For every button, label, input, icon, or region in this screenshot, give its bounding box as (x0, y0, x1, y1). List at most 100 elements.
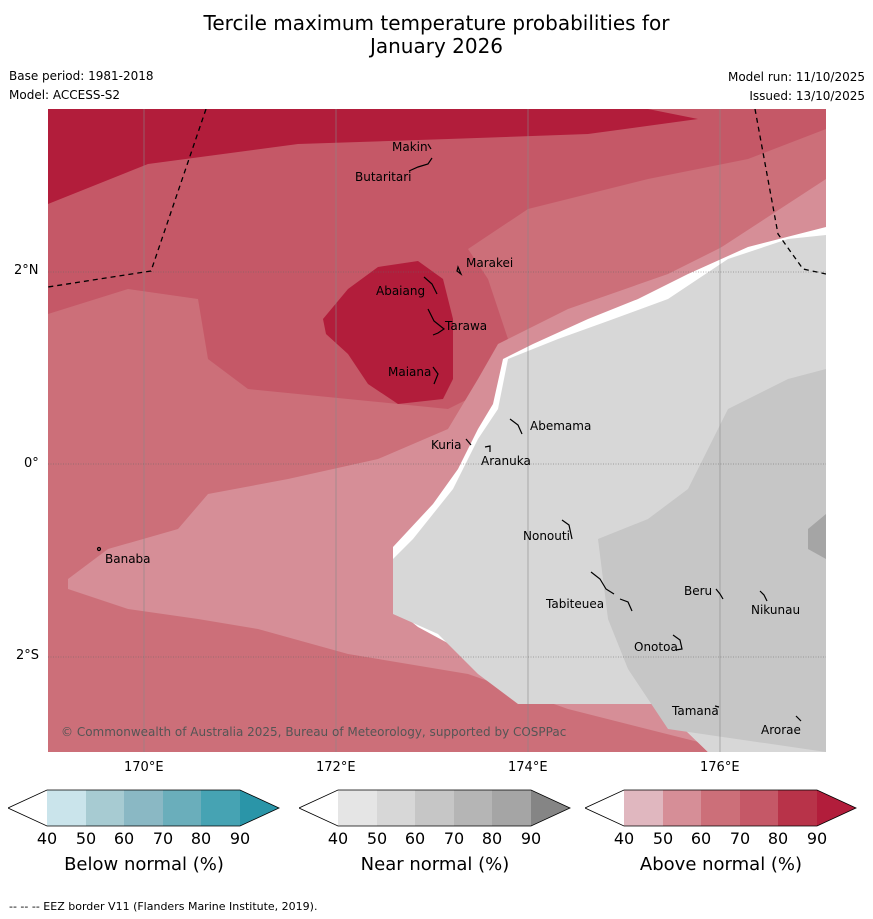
cbar-below-tick-50: 50 (75, 829, 97, 848)
copyright-notice: © Commonwealth of Australia 2025, Bureau… (61, 725, 566, 739)
lat-label-2s: 2°S (16, 648, 40, 663)
cbar-above-seg-1 (624, 790, 663, 826)
island-nonouti (561, 519, 573, 540)
label-abemama: Abemama (530, 419, 591, 433)
cbar-above-seg-4 (740, 790, 778, 826)
cbar-above-tick-70: 70 (729, 829, 751, 848)
colorbar-above-label: Above normal (%) (639, 854, 803, 875)
cbar-near-tick-50: 50 (366, 829, 388, 848)
eez-footnote: -- -- -- EEZ border V11 (Flanders Marine… (9, 900, 318, 913)
place-labels: Makin Butaritari Marakei Abaiang Tarawa … (105, 140, 801, 737)
above-70-80-region (48, 109, 826, 409)
cbar-below-tick-60: 60 (113, 829, 135, 848)
island-arorae (795, 715, 802, 722)
island-abemama (509, 418, 523, 435)
island-tabiteuea-south (619, 598, 633, 612)
island-beru (715, 588, 724, 600)
island-marakei (456, 265, 463, 276)
cbar-above-seg-0 (585, 790, 624, 826)
label-nonouti: Nonouti (523, 529, 570, 543)
island-onotoa (672, 634, 683, 651)
island-butaritari (408, 157, 433, 172)
map-svg: Makin Butaritari Marakei Abaiang Tarawa … (48, 109, 826, 752)
cbar-near-seg-2 (377, 790, 415, 826)
cbar-above-seg-6 (817, 790, 856, 826)
island-tarawa (427, 308, 446, 336)
island-nikunau (759, 590, 768, 602)
colorbar-below (7, 789, 282, 831)
label-aranuka: Aranuka (481, 454, 531, 468)
islands (96, 143, 802, 722)
label-tarawa: Tarawa (444, 319, 487, 333)
cbar-near-tick-60: 60 (404, 829, 426, 848)
colorbar-below-svg (7, 789, 280, 827)
cbar-near-seg-1 (338, 790, 377, 826)
cbar-below-seg-4 (163, 790, 201, 826)
cbar-near-seg-3 (415, 790, 454, 826)
label-makin: Makin (392, 140, 428, 154)
island-aranuka (484, 445, 491, 452)
cbar-above-seg-3 (701, 790, 740, 826)
colorbar-near-label: Near normal (%) (360, 854, 510, 875)
label-maiana: Maiana (388, 365, 431, 379)
label-abaiang: Abaiang (376, 284, 425, 298)
lon-label-176e: 176°E (700, 760, 740, 775)
cbar-below-tick-80: 80 (190, 829, 212, 848)
near-normal-70-80-region (808, 514, 826, 559)
cbar-near-seg-6 (531, 790, 570, 826)
cbar-near-tick-40: 40 (327, 829, 349, 848)
island-tabiteuea-north (590, 571, 615, 595)
cbar-near-seg-5 (492, 790, 531, 826)
cbar-below-tick-70: 70 (152, 829, 174, 848)
label-butaritari: Butaritari (355, 170, 412, 184)
lat-gridlines (48, 271, 826, 658)
label-marakei: Marakei (466, 256, 513, 270)
colorbar-near (298, 789, 573, 831)
model-run: Model run: 11/10/2025 (727, 70, 865, 84)
cbar-above-seg-5 (778, 790, 817, 826)
lon-label-174e: 174°E (508, 760, 548, 775)
model-name: Model: ACCESS-S2 (9, 88, 121, 102)
lon-label-170e: 170°E (124, 760, 164, 775)
label-tamana: Tamana (671, 704, 719, 718)
near-normal-60-70-region (598, 369, 826, 752)
island-tamana (714, 705, 720, 708)
above-80-90-north (48, 109, 698, 204)
lat-label-0: 0° (24, 456, 39, 471)
cbar-above-tick-80: 80 (767, 829, 789, 848)
island-banaba (96, 546, 102, 552)
colorbar-above-svg (584, 789, 857, 827)
gridlines (143, 109, 721, 752)
island-kuria (465, 438, 472, 446)
issued-date: Issued: 13/10/2025 (749, 89, 865, 103)
label-beru: Beru (684, 584, 712, 598)
base-period: Base period: 1981-2018 (9, 69, 154, 83)
cbar-above-seg-2 (663, 790, 701, 826)
label-nikunau: Nikunau (751, 603, 800, 617)
cbar-near-tick-80: 80 (481, 829, 503, 848)
lat-label-2n: 2°N (14, 263, 39, 278)
title-line-2: January 2026 (369, 34, 504, 58)
island-maiana (432, 366, 439, 385)
chart-title: Tercile maximum temperature probabilitie… (0, 12, 873, 58)
probability-map: Makin Butaritari Marakei Abaiang Tarawa … (48, 109, 826, 752)
cbar-near-tick-70: 70 (443, 829, 465, 848)
above-80-90-tarawa (323, 261, 453, 404)
cbar-above-tick-50: 50 (652, 829, 674, 848)
cbar-above-tick-40: 40 (613, 829, 635, 848)
cbar-below-tick-40: 40 (36, 829, 58, 848)
cbar-below-seg-3 (124, 790, 163, 826)
label-onotoa: Onotoa (634, 640, 678, 654)
colorbar-above (584, 789, 859, 831)
cbar-below-seg-2 (86, 790, 124, 826)
label-kuria: Kuria (431, 438, 462, 452)
cbar-near-tick-90: 90 (520, 829, 542, 848)
cbar-near-seg-0 (299, 790, 338, 826)
colorbar-near-svg (298, 789, 571, 827)
cbar-above-tick-60: 60 (690, 829, 712, 848)
eez-border (48, 109, 826, 288)
cbar-above-tick-90: 90 (806, 829, 828, 848)
cbar-below-seg-6 (240, 790, 279, 826)
colorbar-below-label: Below normal (%) (64, 854, 224, 875)
cbar-below-seg-1 (47, 790, 86, 826)
